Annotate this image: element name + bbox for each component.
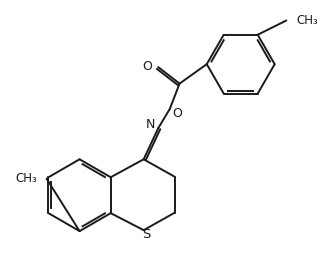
Text: S: S bbox=[142, 228, 151, 240]
Text: CH₃: CH₃ bbox=[296, 14, 318, 27]
Text: O: O bbox=[172, 107, 182, 120]
Text: CH₃: CH₃ bbox=[15, 172, 37, 185]
Text: O: O bbox=[142, 60, 152, 73]
Text: N: N bbox=[146, 118, 155, 131]
